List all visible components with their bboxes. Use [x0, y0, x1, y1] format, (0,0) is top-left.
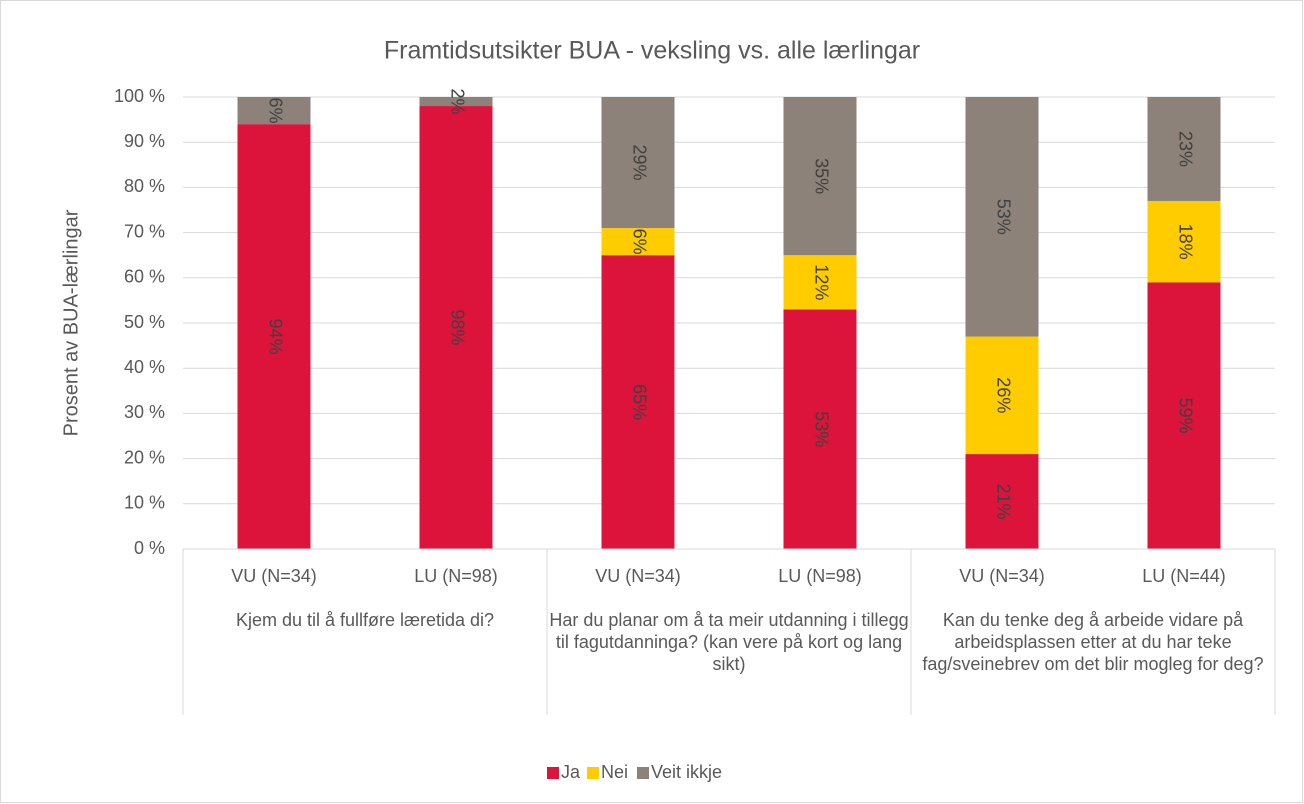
chart-title: Framtidsutsikter BUA - veksling vs. alle… [384, 37, 920, 65]
group-label: Kan du tenke deg å arbeide vidare på arb… [922, 610, 1264, 674]
y-tick-label: 100 % [114, 86, 165, 106]
data-label: 35% [811, 158, 831, 194]
bar-segment [783, 255, 857, 310]
bar-segment [1147, 282, 1221, 549]
y-tick-label: 10 % [124, 493, 165, 513]
bar-segment [601, 255, 675, 549]
bar-segment [965, 454, 1039, 549]
data-label: 59% [1175, 398, 1195, 434]
x-tick-label: LU (N=98) [778, 566, 862, 586]
bar-segment [419, 97, 493, 107]
y-tick-label: 90 % [124, 131, 165, 151]
data-label: 94% [265, 319, 285, 355]
y-tick-label: 20 % [124, 447, 165, 467]
bar-segment [783, 97, 857, 256]
y-axis-label: Prosent av BUA-lærlingar [60, 209, 82, 436]
legend-swatch [547, 767, 559, 779]
bar-segment [419, 106, 493, 549]
y-tick-label: 50 % [124, 312, 165, 332]
data-label: 65% [629, 384, 649, 420]
legend-swatch [587, 767, 599, 779]
bar-segment [601, 97, 675, 229]
x-tick-label: LU (N=44) [1142, 566, 1226, 586]
data-label: 6% [265, 98, 285, 124]
y-tick-label: 80 % [124, 176, 165, 196]
bar-segment [965, 336, 1039, 455]
group-label: Har du planar om å ta meir utdanning i t… [549, 610, 909, 674]
data-label: 53% [993, 199, 1013, 235]
bar-segment [1147, 200, 1221, 283]
y-tick-label: 70 % [124, 221, 165, 241]
y-tick-label: 60 % [124, 267, 165, 287]
data-label: 21% [993, 484, 1013, 520]
data-label: 12% [811, 264, 831, 300]
y-tick-label: 40 % [124, 357, 165, 377]
data-label: 23% [1175, 131, 1195, 167]
data-label: 2% [447, 89, 467, 115]
bar-segment [783, 309, 857, 549]
legend-label: Ja [561, 762, 581, 782]
data-label: 26% [993, 377, 1013, 413]
data-label: 29% [629, 145, 649, 181]
data-label: 6% [629, 229, 649, 255]
bar-segment [965, 97, 1039, 337]
legend-label: Veit ikkje [651, 762, 722, 782]
bar-segment [237, 97, 311, 125]
y-tick-label: 0 % [134, 538, 165, 558]
group-label: Kjem du til å fullføre læretida di? [235, 610, 495, 630]
legend-label: Nei [601, 762, 628, 782]
data-label: 18% [1175, 224, 1195, 260]
x-tick-label: VU (N=34) [959, 566, 1045, 586]
x-tick-label: VU (N=34) [595, 566, 681, 586]
data-label: 98% [447, 310, 467, 346]
x-tick-label: LU (N=98) [414, 566, 498, 586]
bar-segment [237, 124, 311, 550]
legend-swatch [637, 767, 649, 779]
x-tick-label: VU (N=34) [231, 566, 317, 586]
bar-segment [1147, 97, 1221, 201]
y-tick-label: 30 % [124, 402, 165, 422]
data-label: 53% [811, 411, 831, 447]
bar-segment [601, 228, 675, 256]
